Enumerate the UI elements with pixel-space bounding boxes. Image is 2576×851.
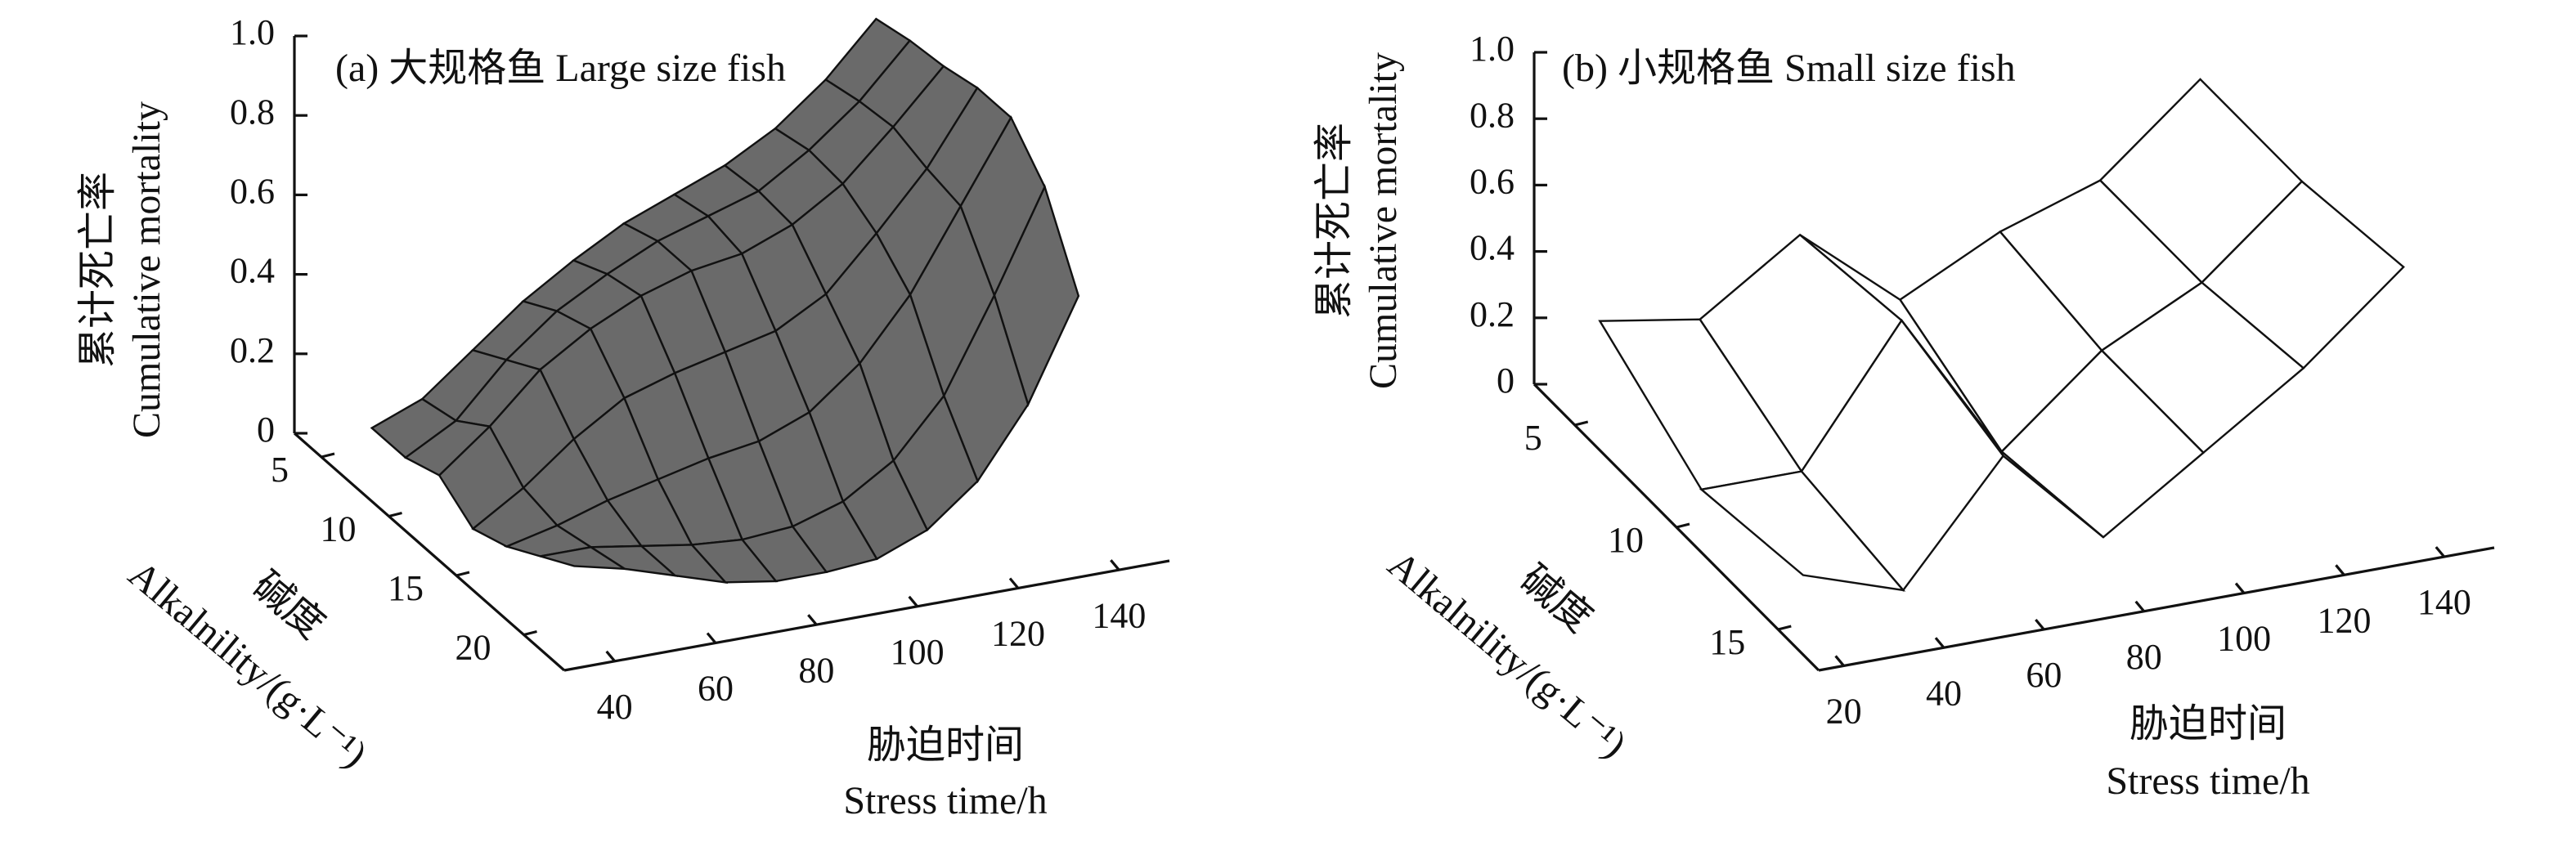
y-axis bbox=[293, 432, 566, 672]
x-axis-label: Stress time/h bbox=[2106, 759, 2309, 803]
z-tick-label: 1.0 bbox=[230, 12, 275, 52]
x-tick-label: 120 bbox=[991, 614, 1045, 654]
x-axis-label: 胁迫时间 bbox=[2129, 702, 2287, 746]
y-tick-label: 10 bbox=[321, 509, 357, 549]
y-axis-label: 碱度 bbox=[1512, 557, 1600, 640]
x-tick-label: 60 bbox=[2026, 655, 2062, 695]
x-axis bbox=[563, 559, 1170, 672]
surface-cell bbox=[1699, 470, 1906, 592]
z-axis-label: Cumulative mortality bbox=[125, 101, 168, 438]
x-tick-label: 140 bbox=[1092, 595, 1146, 635]
z-tick-label: 0 bbox=[1497, 361, 1515, 401]
x-tick bbox=[1934, 637, 1945, 649]
x-tick bbox=[807, 614, 818, 626]
x-tick bbox=[908, 595, 918, 607]
chart: 0 0.2 0.4 0.6 0.8 1.0 5 10 15 20 40 60 80 100 120 140 (b… bbox=[1313, 29, 2495, 803]
z-tick-label: 0.2 bbox=[230, 330, 275, 370]
y-tick-label: 15 bbox=[1709, 622, 1745, 662]
z-tick-label: 0.2 bbox=[1470, 294, 1515, 334]
x-tick bbox=[2234, 582, 2246, 594]
x-axis-label: Stress time/h bbox=[843, 779, 1047, 822]
y-tick bbox=[1777, 625, 1792, 631]
y-tick-label: 10 bbox=[1608, 520, 1644, 560]
y-tick bbox=[456, 571, 470, 577]
x-tick bbox=[2335, 564, 2345, 576]
x-tick-label: 140 bbox=[2417, 582, 2471, 622]
y-tick bbox=[1574, 420, 1589, 427]
x-tick bbox=[1834, 655, 1845, 667]
z-tick-label: 0.6 bbox=[1470, 161, 1515, 201]
x-tick-label: 100 bbox=[891, 632, 945, 672]
x-tick bbox=[605, 650, 616, 662]
z-tick-label: 0.4 bbox=[230, 251, 275, 291]
y-tick-label: 5 bbox=[271, 450, 289, 490]
x-axis-label: 胁迫时间 bbox=[867, 723, 1024, 767]
z-axis-label: 累计死亡率 bbox=[76, 172, 119, 368]
y-tick bbox=[523, 629, 537, 637]
x-tick-label: 20 bbox=[1826, 692, 1862, 732]
z-tick-label: 0 bbox=[257, 410, 275, 450]
y-tick bbox=[321, 452, 335, 459]
y-tick-label: 15 bbox=[388, 568, 424, 608]
z-axis-label: Cumulative mortality bbox=[1362, 52, 1405, 389]
y-tick bbox=[388, 511, 402, 518]
x-tick-label: 60 bbox=[698, 669, 734, 709]
y-tick-label: 5 bbox=[1524, 418, 1542, 458]
x-tick bbox=[706, 632, 717, 644]
x-tick-label: 100 bbox=[2217, 619, 2271, 659]
chart: 0 0.2 0.4 0.6 0.8 1.0 5 10 15 20 40 60 80 100 120 140 (a… bbox=[76, 12, 1170, 822]
y-axis-label: Alkalnility/(g·L⁻¹) bbox=[120, 553, 375, 777]
z-tick-label: 1.0 bbox=[1470, 29, 1515, 69]
chart-title: (b) 小规格鱼 Small size fish bbox=[1562, 47, 2016, 90]
x-tick bbox=[1110, 559, 1120, 571]
x-tick-label: 40 bbox=[1926, 673, 1962, 713]
x-tick-label: 80 bbox=[798, 650, 834, 690]
z-tick-label: 0.8 bbox=[230, 92, 275, 132]
x-tick-label: 80 bbox=[2126, 637, 2162, 677]
chart-title: (a) 大规格鱼 Large size fish bbox=[335, 47, 786, 90]
x-tick bbox=[2134, 600, 2145, 612]
z-tick-label: 0.4 bbox=[1470, 228, 1515, 268]
y-tick-label: 20 bbox=[456, 628, 491, 668]
z-axis-label: 累计死亡率 bbox=[1313, 123, 1356, 319]
y-tick bbox=[1676, 522, 1690, 529]
x-tick-label: 120 bbox=[2317, 600, 2371, 640]
x-axis bbox=[1818, 546, 2495, 672]
surface-cell bbox=[540, 546, 629, 571]
x-tick bbox=[1008, 577, 1020, 589]
x-tick-label: 40 bbox=[597, 687, 633, 727]
y-axis-label: 碱度 bbox=[245, 563, 333, 647]
y-axis-label: Alkalnility/(g·L⁻¹) bbox=[1380, 543, 1635, 767]
x-tick bbox=[2035, 618, 2045, 631]
z-tick-label: 0.8 bbox=[1470, 95, 1515, 135]
z-tick-label: 0.6 bbox=[230, 171, 275, 211]
x-tick bbox=[2435, 546, 2446, 558]
